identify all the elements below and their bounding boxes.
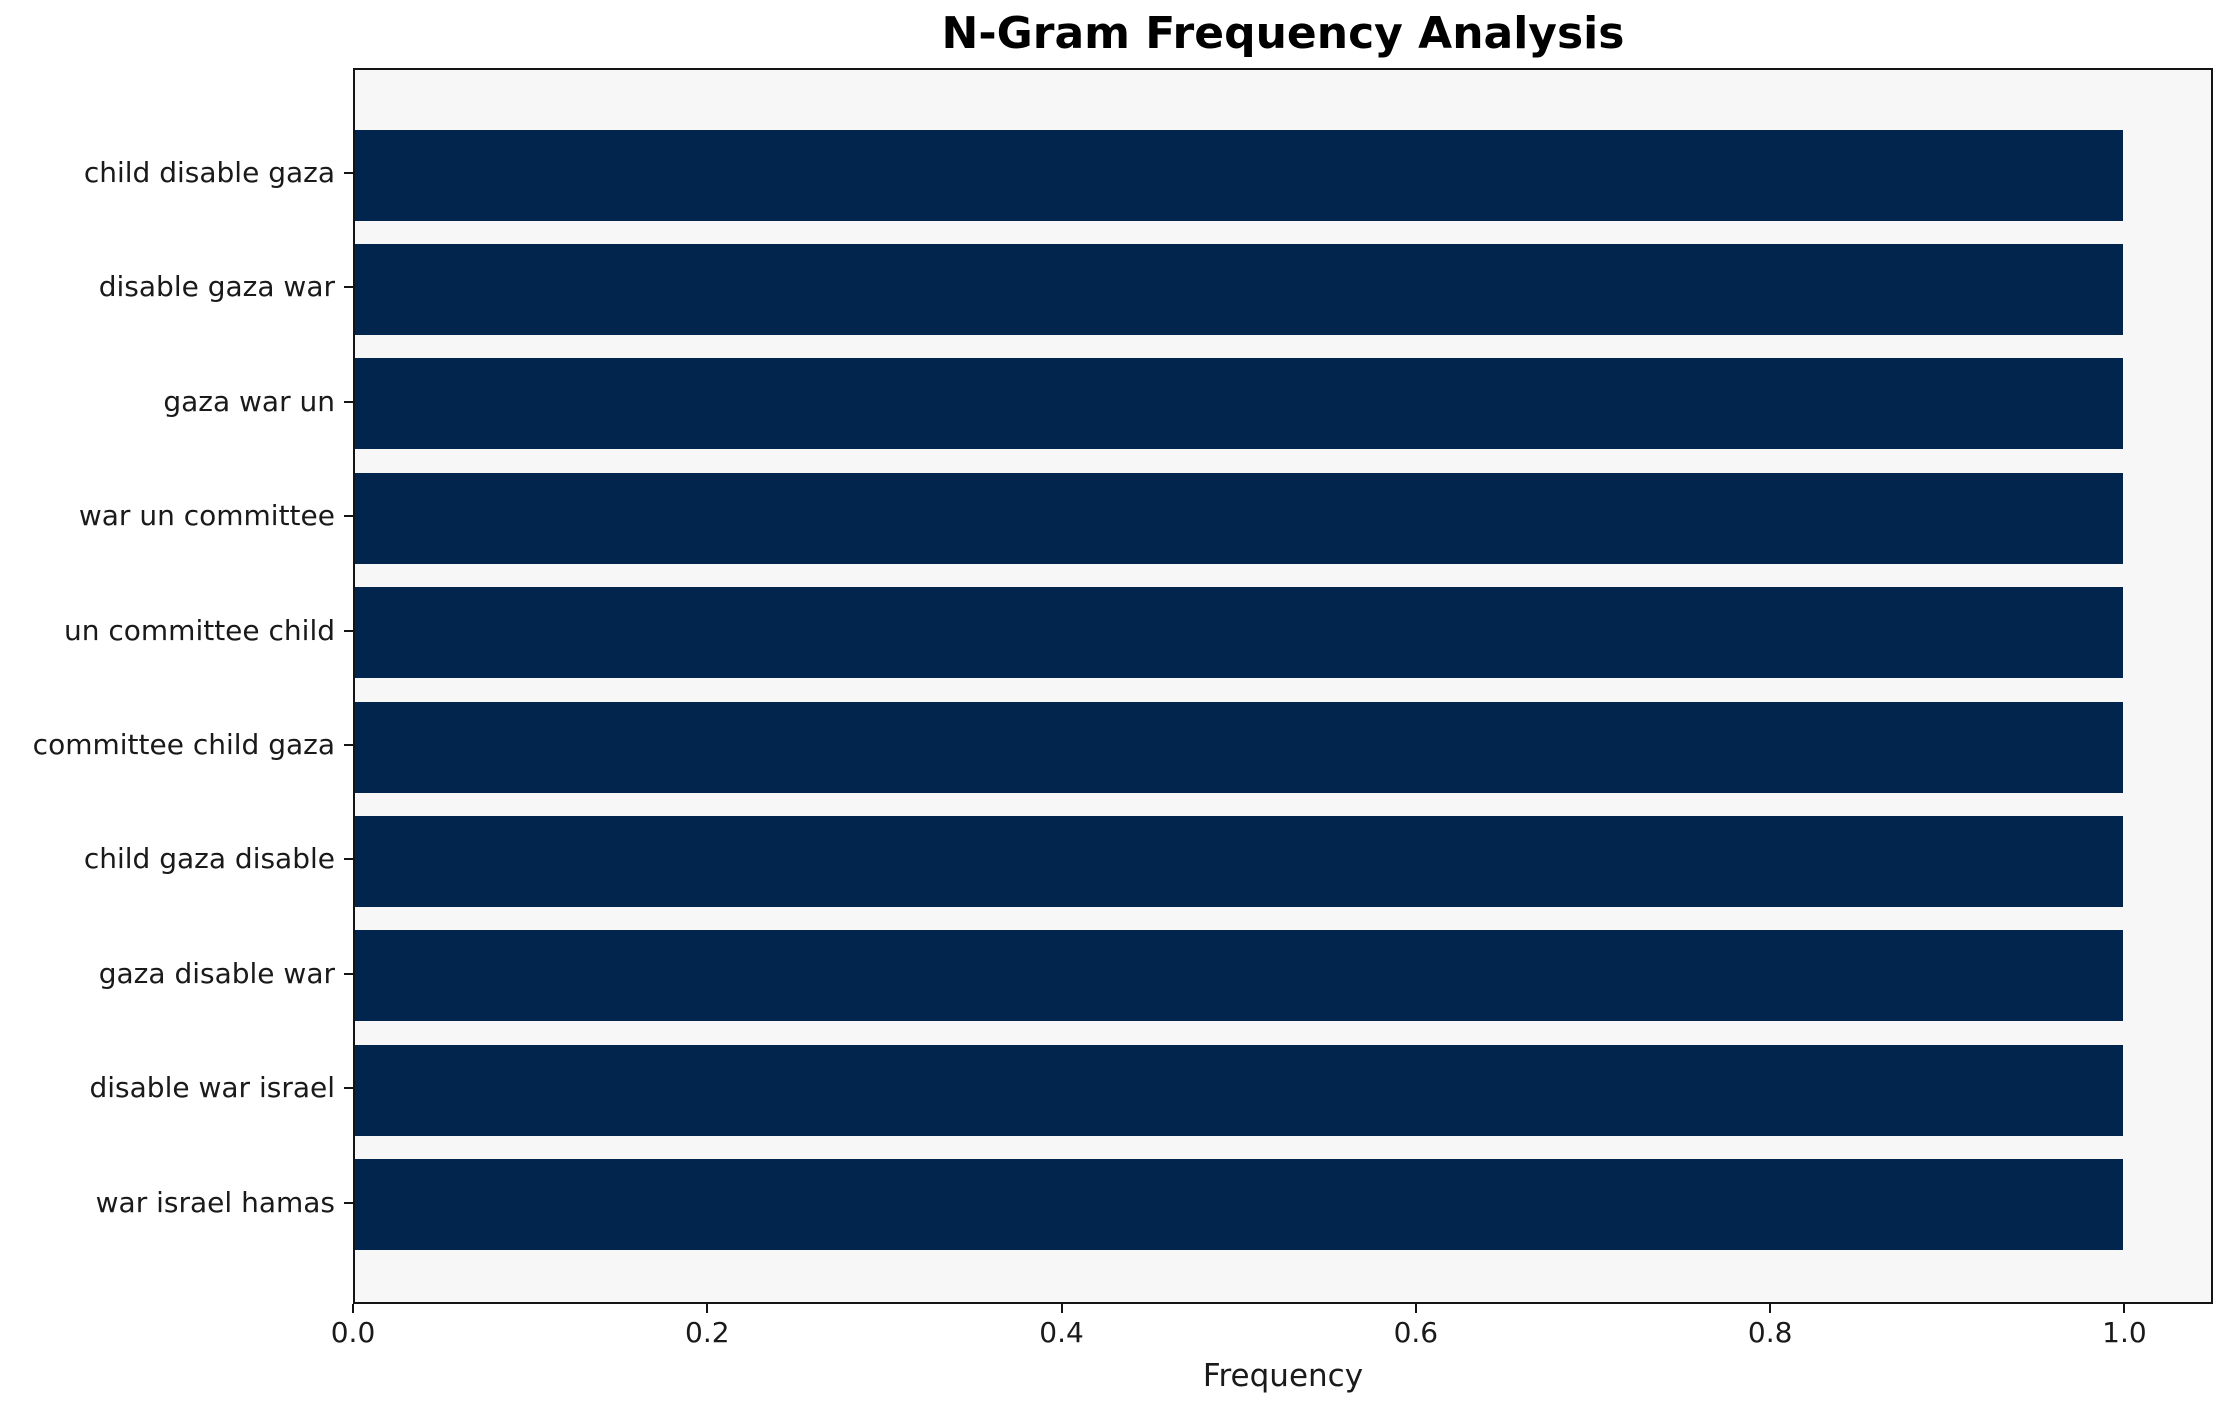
- y-tick-mark: [344, 744, 353, 746]
- bar: [355, 930, 2123, 1022]
- y-tick-mark: [344, 172, 353, 174]
- x-tick-mark: [2123, 1304, 2126, 1313]
- y-tick-label: gaza disable war: [98, 956, 335, 990]
- y-tick-mark: [344, 858, 353, 861]
- bar: [355, 1159, 2123, 1251]
- y-tick-label: committee child gaza: [32, 728, 335, 761]
- x-tick-mark: [352, 1304, 354, 1313]
- y-tick-label: war israel hamas: [95, 1185, 335, 1219]
- x-tick-label: 0.8: [1747, 1316, 1793, 1349]
- bar: [355, 815, 2123, 907]
- x-tick-label: 1.0: [2102, 1316, 2147, 1349]
- chart-title: N-Gram Frequency Analysis: [941, 8, 1625, 59]
- x-axis-label: Frequency: [1202, 1358, 1364, 1394]
- x-tick-mark: [1769, 1304, 1772, 1313]
- y-tick-label: war un committee: [78, 499, 335, 533]
- y-tick-mark: [344, 400, 353, 403]
- x-tick-label: 0.4: [1039, 1316, 1084, 1349]
- bar: [355, 1044, 2123, 1136]
- y-tick-mark: [344, 1201, 353, 1204]
- y-tick-mark: [344, 286, 353, 289]
- y-tick-label: gaza war un: [163, 384, 335, 418]
- plot-area: [353, 68, 2213, 1304]
- y-tick-label: un committee child: [63, 613, 335, 647]
- bar: [355, 472, 2123, 564]
- y-tick-mark: [344, 1087, 353, 1090]
- x-tick-mark: [706, 1304, 709, 1313]
- x-tick-label: 0.0: [330, 1316, 376, 1349]
- y-tick-label: disable war israel: [89, 1071, 336, 1105]
- x-tick-label: 0.6: [1393, 1316, 1439, 1349]
- x-tick-mark: [1414, 1304, 1417, 1313]
- bar: [355, 701, 2123, 793]
- bar: [355, 587, 2123, 679]
- bar: [355, 129, 2123, 221]
- x-tick-mark: [1060, 1304, 1063, 1313]
- bar: [355, 358, 2123, 450]
- y-tick-label: child gaza disable: [83, 842, 335, 876]
- y-tick-label: disable gaza war: [98, 270, 335, 304]
- y-tick-mark: [344, 629, 353, 632]
- x-tick-label: 0.2: [685, 1316, 730, 1349]
- y-tick-mark: [344, 972, 353, 975]
- bar: [355, 243, 2123, 335]
- y-tick-label: child disable gaza: [83, 156, 335, 189]
- y-tick-mark: [344, 515, 353, 518]
